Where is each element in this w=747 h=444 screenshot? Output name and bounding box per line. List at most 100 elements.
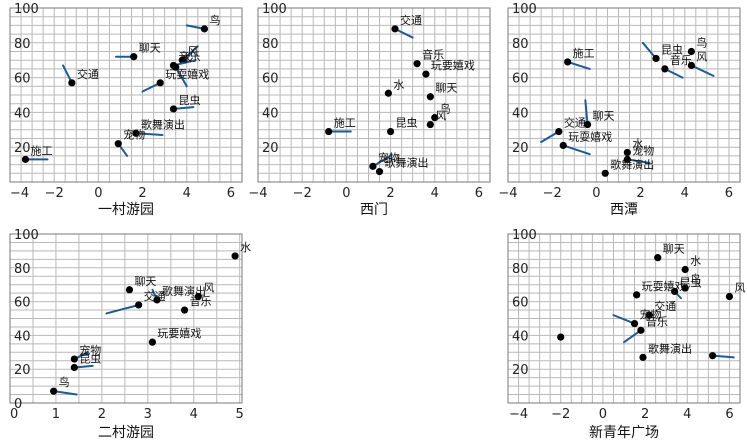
data-point xyxy=(194,292,202,301)
y-tick-label: 60 xyxy=(14,296,31,311)
point-label: 鸟 xyxy=(690,272,701,286)
point-label: 音乐 xyxy=(179,49,201,63)
point-label: 水 xyxy=(632,137,643,150)
panel-title: 二村游园 xyxy=(98,425,154,441)
x-tick-label: −2 xyxy=(551,407,570,422)
y-tick-label: 80 xyxy=(262,37,279,52)
x-tick-label: 2 xyxy=(386,186,394,201)
data-point xyxy=(156,79,164,87)
point-label: 歌舞演出 xyxy=(610,157,654,171)
point-label: 施工 xyxy=(334,117,356,130)
data-point xyxy=(391,25,399,33)
point-label: 聊天 xyxy=(139,41,161,55)
x-tick-label: 2 xyxy=(641,407,649,422)
point-label: 水 xyxy=(393,78,404,91)
point-label: 音乐 xyxy=(422,48,444,62)
y-tick-label: 60 xyxy=(262,72,279,87)
point-label: 音乐 xyxy=(670,53,692,67)
point-label: 玩要嬉戏 xyxy=(157,326,201,340)
y-tick-label: 100 xyxy=(512,228,537,243)
data-point xyxy=(637,326,645,334)
data-point xyxy=(153,296,161,304)
panel-title: 西潭 xyxy=(610,201,638,218)
point-label: 风 xyxy=(203,282,214,295)
point-label: 昆虫 xyxy=(179,94,201,107)
x-tick-label: 2 xyxy=(138,186,146,201)
y-tick-label: 80 xyxy=(14,262,31,277)
data-point xyxy=(369,162,377,170)
axis-frame xyxy=(9,7,243,183)
data-point xyxy=(601,169,609,177)
point-label: 歌舞演出 xyxy=(141,117,185,131)
x-tick-label: 0 xyxy=(599,407,607,422)
point-direction-stem xyxy=(584,99,589,126)
y-tick-label: 20 xyxy=(512,141,529,156)
data-point xyxy=(169,105,178,113)
point-label: 交通 xyxy=(77,67,99,81)
data-point xyxy=(413,60,421,68)
point-label: 聊天 xyxy=(435,81,457,95)
point-label: 施工 xyxy=(573,47,595,60)
data-point xyxy=(422,70,430,78)
x-tick-label: 3 xyxy=(144,407,152,422)
data-point xyxy=(384,89,392,97)
panel-title: 新青年广场 xyxy=(589,425,659,441)
point-label: 交通 xyxy=(564,116,586,130)
data-point xyxy=(21,155,30,163)
point-direction-stem xyxy=(52,390,78,396)
point-label: 聊天 xyxy=(593,109,615,123)
x-tick-label: −4 xyxy=(248,186,267,201)
point-label: 风 xyxy=(435,110,446,123)
axis-frame xyxy=(507,233,741,404)
y-tick-label: 20 xyxy=(14,363,31,378)
point-direction-stem xyxy=(174,66,188,88)
x-tick-label: 0 xyxy=(342,186,350,201)
data-point xyxy=(639,353,647,361)
point-label: 鸟 xyxy=(59,375,70,389)
data-point xyxy=(708,352,717,360)
y-tick-label: 40 xyxy=(262,106,279,121)
point-label: 交通 xyxy=(400,13,422,27)
y-tick-label: 100 xyxy=(512,2,537,17)
data-point xyxy=(725,292,734,301)
y-tick-label: 100 xyxy=(262,2,287,17)
data-point xyxy=(70,355,78,363)
y-tick-label: 40 xyxy=(14,329,31,344)
data-point xyxy=(654,254,662,262)
y-tick-label: 40 xyxy=(512,106,529,121)
x-tick-label: 6 xyxy=(725,407,733,422)
data-point xyxy=(687,47,695,56)
point-label: 鸟 xyxy=(696,36,707,50)
point-label: 聊天 xyxy=(663,242,685,256)
y-tick-label: 40 xyxy=(14,106,31,121)
x-tick-label: −4 xyxy=(509,407,528,422)
point-label: 交通 xyxy=(144,289,166,303)
data-point xyxy=(681,284,689,292)
point-label: 水 xyxy=(181,52,192,65)
point-label: 音乐 xyxy=(190,294,212,308)
data-point xyxy=(671,287,679,296)
point-label: 鸟 xyxy=(440,102,451,116)
point-label: 交通 xyxy=(654,299,676,313)
data-point xyxy=(687,61,695,70)
data-point xyxy=(557,333,565,341)
data-point xyxy=(645,311,653,319)
data-point xyxy=(68,79,76,87)
data-point xyxy=(132,129,140,137)
point-label: 宠物 xyxy=(632,143,654,157)
data-point xyxy=(426,93,434,101)
y-tick-label: 20 xyxy=(262,141,279,156)
point-label: 水 xyxy=(240,241,251,254)
x-tick-label: −2 xyxy=(293,186,312,201)
data-point xyxy=(681,265,689,274)
point-label: 聊天 xyxy=(134,274,156,288)
x-tick-label: 6 xyxy=(725,186,733,201)
point-direction-stem xyxy=(562,144,591,156)
data-point xyxy=(559,141,567,150)
point-label: 音乐 xyxy=(646,314,668,328)
data-point xyxy=(114,140,122,148)
